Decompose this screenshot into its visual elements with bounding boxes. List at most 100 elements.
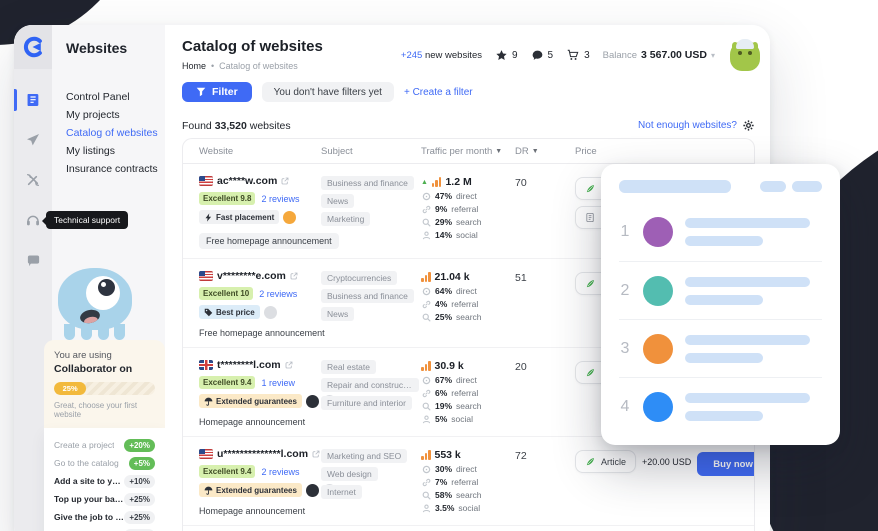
stat-label: search bbox=[456, 490, 482, 500]
sort-icon[interactable]: ▼ bbox=[495, 148, 503, 155]
stat-label: social bbox=[458, 503, 481, 513]
website-domain[interactable]: ac****w.com bbox=[217, 175, 278, 187]
traffic-value: 30.9 k bbox=[434, 360, 464, 372]
direct-icon bbox=[421, 465, 431, 474]
dot-badge[interactable] bbox=[283, 210, 297, 224]
dot-badge[interactable] bbox=[305, 483, 319, 497]
rating-line: Excellent 10 2 reviews bbox=[199, 287, 315, 300]
task-bonus-badge: +5% bbox=[128, 456, 155, 470]
breadcrumb-home[interactable]: Home bbox=[182, 61, 207, 71]
social-icon bbox=[421, 504, 431, 513]
domain-line: t********l.com bbox=[199, 359, 315, 371]
price-buttons: Article bbox=[575, 450, 637, 473]
avatar[interactable] bbox=[728, 38, 762, 72]
new-websites-label: new websites bbox=[424, 49, 482, 61]
website-domain[interactable]: u**************l.com bbox=[217, 448, 309, 460]
reviews-link[interactable]: 1 review bbox=[261, 377, 295, 388]
website-cell: v********e.com Excellent 10 2 reviews Best … bbox=[183, 270, 325, 338]
referral-icon bbox=[421, 205, 431, 214]
announcement-label: Homepage announcement bbox=[199, 506, 306, 516]
search-icon bbox=[421, 491, 431, 500]
dot-badge[interactable] bbox=[263, 305, 277, 319]
favorites-counter[interactable]: 9 bbox=[495, 49, 518, 62]
table-row: t********l.com Excellent 9.4 1 review Exten… bbox=[183, 348, 754, 437]
flag-icon-us bbox=[199, 271, 213, 281]
referral-icon bbox=[421, 478, 431, 487]
onboarding-step-4: 4 bbox=[619, 377, 822, 435]
article-button[interactable]: Article bbox=[575, 450, 637, 473]
subject-tag: Marketing and SEO bbox=[321, 449, 408, 463]
bar-chart-icon bbox=[421, 361, 431, 371]
stat-percent: 64% bbox=[435, 286, 453, 296]
sidebar-item-my-listings[interactable]: My listings bbox=[66, 145, 116, 157]
step-circle bbox=[643, 391, 673, 422]
stat-label: referral bbox=[451, 299, 479, 309]
sidebar-item-control-panel[interactable]: Control Panel bbox=[66, 91, 130, 103]
flag-icon-gb bbox=[199, 360, 213, 370]
buy-now-button[interactable]: Buy now bbox=[697, 452, 754, 476]
chat-icon bbox=[532, 50, 542, 60]
collaborator-logo[interactable] bbox=[14, 25, 52, 69]
balance-dropdown[interactable]: Balance 3 567.00 USD ▾ bbox=[603, 49, 715, 61]
subject-cell: Cryptocurrencies Business and finance News bbox=[321, 270, 421, 338]
domain-line: ac****w.com bbox=[199, 175, 315, 187]
reviews-link[interactable]: 2 reviews bbox=[259, 288, 298, 299]
stat-percent: 47% bbox=[435, 191, 453, 201]
stat-label: search bbox=[456, 401, 482, 411]
stat-label: search bbox=[456, 312, 482, 322]
task-label: Go to the catalog bbox=[54, 458, 119, 468]
balance-value: 3 567.00 USD bbox=[641, 49, 707, 61]
traffic-stat-social: 5% social bbox=[421, 414, 515, 424]
column-header-traffic-per-month[interactable]: Traffic per month ▼ bbox=[421, 146, 515, 157]
website-domain[interactable]: v********e.com bbox=[217, 270, 286, 282]
dot-badge[interactable] bbox=[305, 394, 319, 408]
step-circle bbox=[643, 217, 673, 247]
badge-label: Extended guarantees bbox=[216, 396, 297, 406]
step-circle bbox=[643, 275, 673, 306]
website-domain[interactable]: t********l.com bbox=[217, 359, 281, 371]
sidebar-item-catalog-of-websites[interactable]: Catalog of websites bbox=[66, 127, 158, 139]
sort-icon[interactable]: ▼ bbox=[531, 148, 539, 155]
bar-chart-icon bbox=[421, 272, 431, 282]
subject-tag: News bbox=[321, 194, 355, 208]
sidebar-item-my-projects[interactable]: My projects bbox=[66, 109, 120, 121]
stat-label: social bbox=[451, 414, 474, 424]
logo-icon bbox=[23, 36, 42, 58]
bar-chart-icon bbox=[431, 177, 442, 187]
sidebar-item-insurance-contracts[interactable]: Insurance contracts bbox=[66, 163, 158, 175]
tag-icon bbox=[204, 308, 213, 317]
rating-badge: Excellent 9.8 bbox=[199, 192, 256, 205]
reviews-link[interactable]: 2 reviews bbox=[261, 466, 300, 477]
filter-button[interactable]: Filter bbox=[182, 82, 252, 102]
nav-icon-headphones[interactable] bbox=[14, 207, 52, 233]
column-header-label: Traffic per month bbox=[421, 146, 493, 157]
step-skeleton-lines bbox=[685, 276, 810, 305]
search-icon bbox=[421, 313, 431, 322]
stat-label: direct bbox=[456, 191, 477, 201]
social-icon bbox=[421, 415, 431, 424]
cart-counter[interactable]: 3 bbox=[566, 48, 590, 62]
funnel-icon bbox=[196, 87, 206, 97]
reviews-link[interactable]: 2 reviews bbox=[261, 193, 300, 204]
nav-icon-paper-plane[interactable] bbox=[14, 127, 52, 153]
nav-icon-chat[interactable] bbox=[14, 247, 52, 273]
direct-icon bbox=[421, 376, 431, 385]
nav-icon-tools[interactable] bbox=[14, 167, 52, 193]
stat-percent: 25% bbox=[435, 312, 453, 322]
breadcrumb-current: Catalog of websites bbox=[219, 61, 298, 71]
stat-label: direct bbox=[456, 286, 477, 296]
new-websites-indicator[interactable]: +245 new websites bbox=[401, 50, 482, 61]
traffic-value: 21.04 k bbox=[434, 271, 470, 283]
nav-icon-control-panel[interactable] bbox=[14, 87, 52, 113]
not-enough-websites-link[interactable]: Not enough websites? bbox=[638, 120, 737, 131]
column-header-dr[interactable]: DR ▼ bbox=[515, 146, 575, 157]
messages-counter[interactable]: 5 bbox=[531, 49, 553, 62]
gear-icon[interactable] bbox=[742, 119, 755, 132]
onboarding-step-3: 3 bbox=[619, 319, 822, 377]
trend-up-icon: ▲ bbox=[421, 178, 428, 186]
onboarding-tasks-card: Create a project +20% Go to the catalog +5%… bbox=[44, 428, 165, 531]
create-filter-link[interactable]: + Create a filter bbox=[403, 86, 473, 98]
stat-percent: 9% bbox=[435, 204, 448, 214]
traffic-stat-referral: 7% referral bbox=[421, 477, 515, 487]
